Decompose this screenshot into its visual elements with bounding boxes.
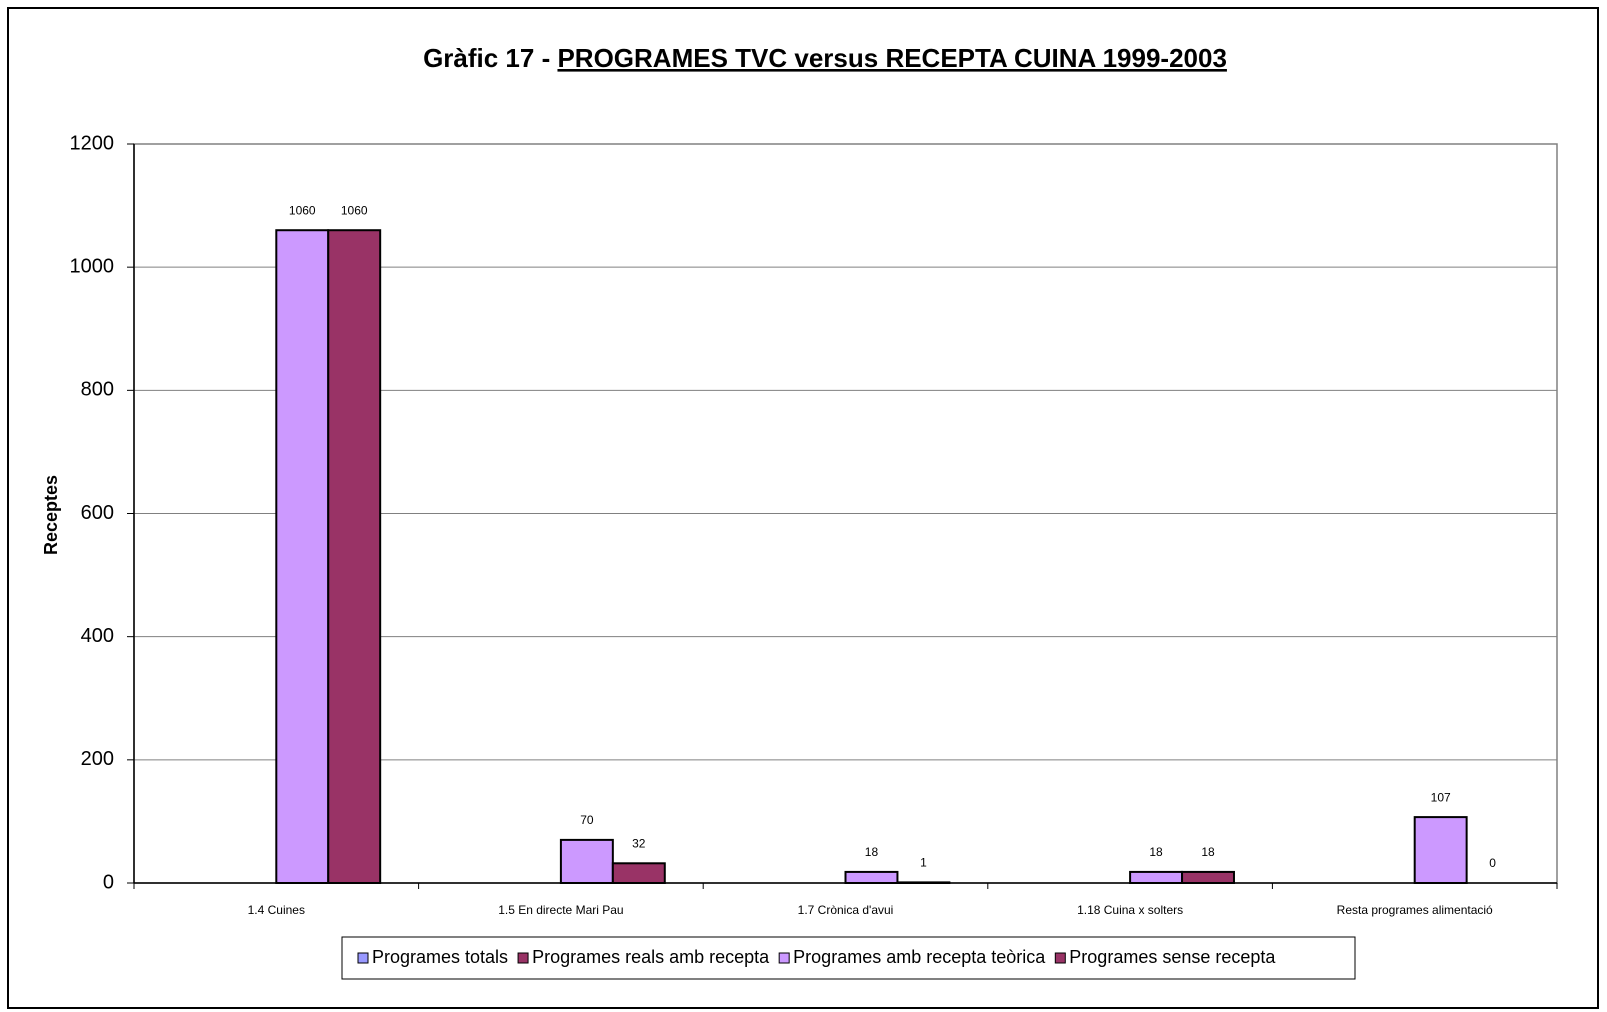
legend-label: Programes reals amb recepta xyxy=(532,947,770,967)
x-tick-label: 1.18 Cuina x solters xyxy=(1077,903,1183,917)
legend xyxy=(341,936,1356,980)
data-label: 18 xyxy=(1149,845,1163,859)
bar xyxy=(844,870,899,884)
y-tick-label: 800 xyxy=(81,379,114,401)
data-label: 18 xyxy=(1201,845,1215,859)
y-tick-label: 1000 xyxy=(70,255,115,277)
bar xyxy=(559,838,614,884)
x-tick-label: 1.4 Cuines xyxy=(248,903,305,917)
chart-title: Gràfic 17 - PROGRAMES TVC versus RECEPTA… xyxy=(423,43,1227,73)
x-tick-label: Resta programes alimentació xyxy=(1337,903,1493,917)
y-tick-label: 0 xyxy=(103,871,114,893)
bar xyxy=(611,862,666,885)
bar xyxy=(327,229,382,884)
title-prefix: Gràfic 17 - xyxy=(423,43,550,73)
data-label: 32 xyxy=(632,836,646,850)
legend-swatch xyxy=(1054,952,1066,964)
data-label: 18 xyxy=(865,845,879,859)
data-label: 0 xyxy=(1489,856,1496,870)
data-label: 1 xyxy=(920,856,927,870)
data-label: 70 xyxy=(580,813,594,827)
y-tick-label: 1200 xyxy=(70,132,115,154)
bar xyxy=(275,229,330,884)
legend-swatch xyxy=(778,952,790,964)
y-tick-label: 400 xyxy=(81,625,114,647)
data-label: 1060 xyxy=(289,203,316,217)
bar xyxy=(1129,870,1184,884)
legend-label: Programes sense recepta xyxy=(1069,947,1276,967)
y-tick-label: 600 xyxy=(81,502,114,524)
legend-swatch xyxy=(517,952,529,964)
legend-swatch xyxy=(357,952,369,964)
bar xyxy=(896,881,951,884)
data-label: 107 xyxy=(1431,790,1451,804)
bar xyxy=(1181,870,1235,884)
y-tick-label: 200 xyxy=(81,748,114,770)
legend-label: Programes totals xyxy=(372,947,508,967)
x-tick-label: 1.5 En directe Mari Pau xyxy=(498,903,623,917)
bar xyxy=(1413,816,1468,884)
chart-border xyxy=(7,7,1599,1009)
x-tick-label: 1.7 Crònica d'avui xyxy=(798,903,894,917)
legend-label: Programes amb recepta teòrica xyxy=(793,947,1046,967)
y-axis-label: Receptes xyxy=(41,475,61,555)
title-main: PROGRAMES TVC versus RECEPTA CUINA 1999-… xyxy=(557,43,1226,73)
data-label: 1060 xyxy=(341,203,368,217)
